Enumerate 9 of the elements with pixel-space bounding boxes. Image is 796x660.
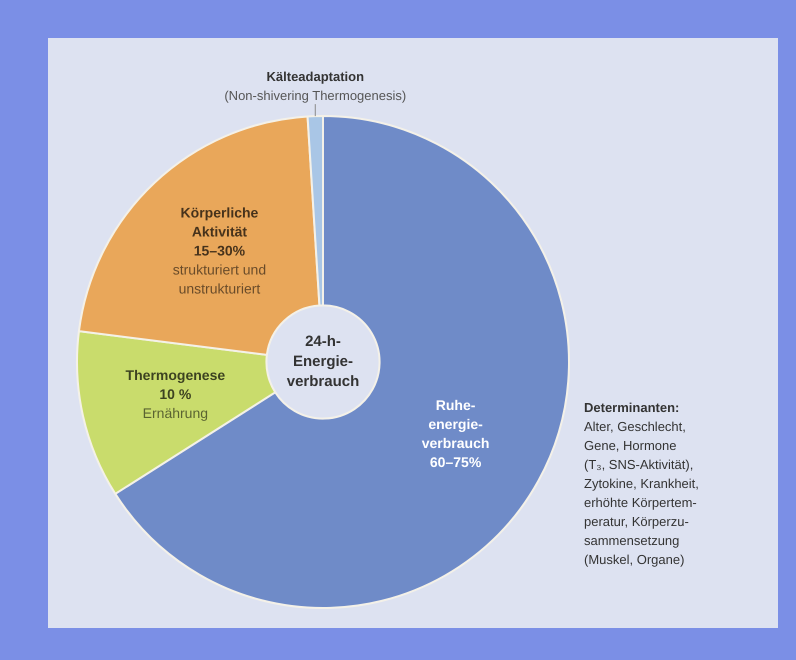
slice-label: Ruhe- energie- verbrauch 60–75% [422,397,490,470]
slice-label: Thermogenese 10 % [126,366,226,402]
slice-label: Körperliche Aktivität 15–30% [180,204,259,259]
text: (Non-shivering Thermogenesis) [224,88,406,104]
text: Ernährung [142,404,208,421]
text: Determinanten: Alter, Geschlecht, Gene, Hormone (T₃, SNS-Aktivität), Zytokine, Krankheit, erhöhte Körpertem- peratur, Körperzu- sammensetzung (Muskel, Organe) [584,400,699,567]
slice-label: Kälteadaptation [266,69,364,84]
text: strukturiert und unstrukturiert [172,262,266,297]
text: 24-h- Energie- verbrauch [286,333,360,390]
